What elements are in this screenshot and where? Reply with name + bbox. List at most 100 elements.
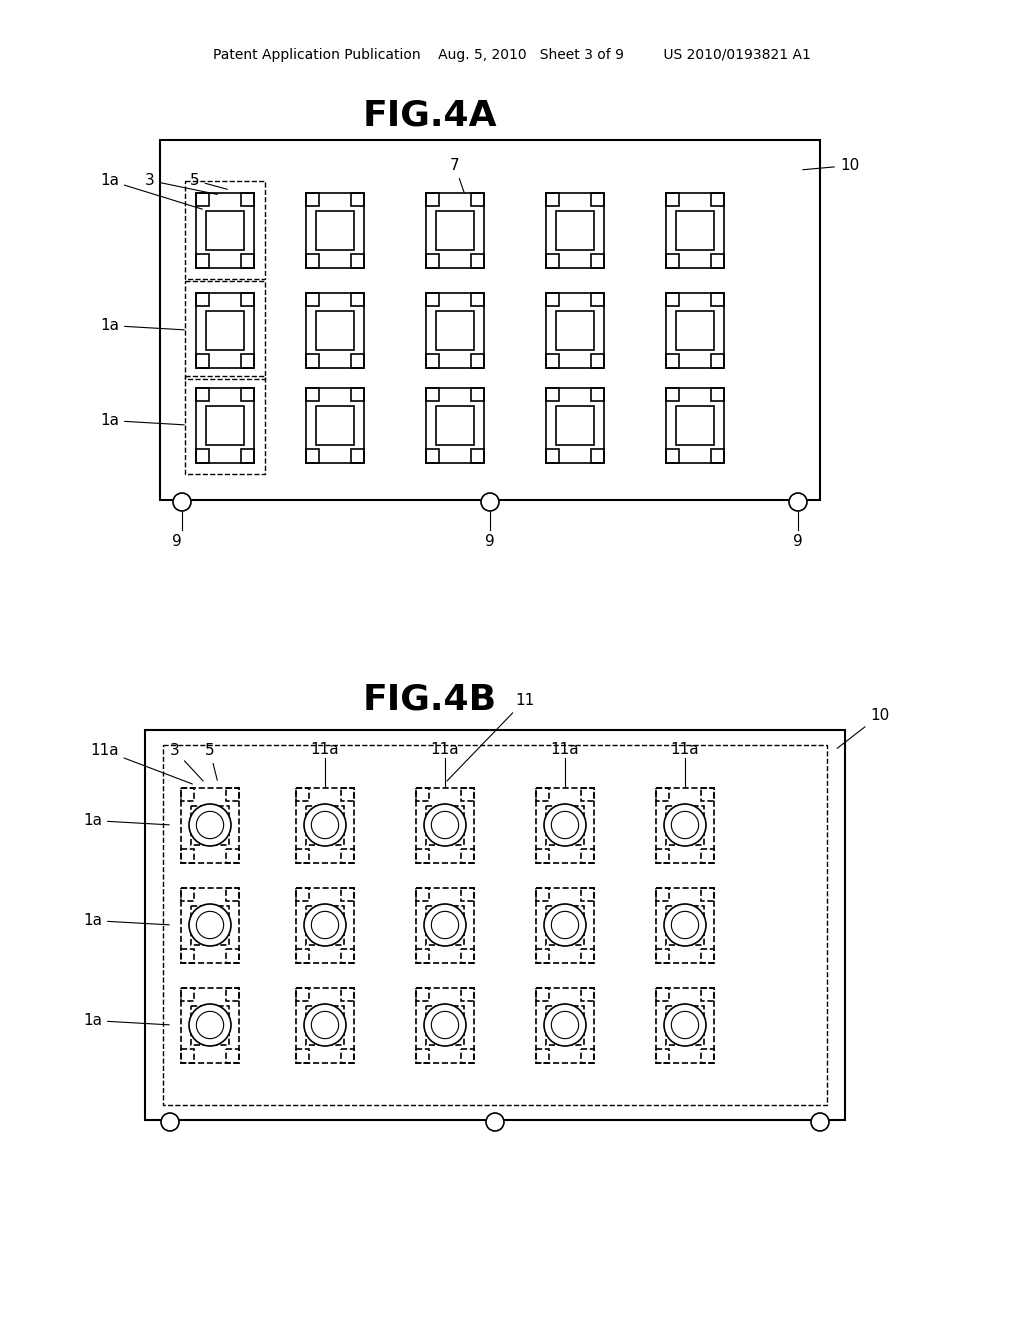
Circle shape xyxy=(544,904,586,946)
Bar xyxy=(306,1006,344,1044)
Bar xyxy=(306,193,364,268)
Bar xyxy=(582,788,594,801)
Bar xyxy=(656,887,714,962)
Bar xyxy=(536,788,549,801)
Bar xyxy=(226,849,239,862)
Bar xyxy=(206,210,244,249)
Bar xyxy=(351,388,364,401)
Circle shape xyxy=(672,1011,698,1039)
Bar xyxy=(196,293,254,367)
Bar xyxy=(426,253,438,268)
Text: 5: 5 xyxy=(190,173,227,189)
Bar xyxy=(701,788,714,801)
Bar xyxy=(185,281,265,379)
Text: 11a: 11a xyxy=(90,743,193,784)
Circle shape xyxy=(551,812,579,838)
Bar xyxy=(306,293,364,367)
Text: 11: 11 xyxy=(446,693,535,781)
Bar xyxy=(181,1049,194,1063)
Bar xyxy=(591,253,604,268)
Bar xyxy=(316,405,354,445)
Bar xyxy=(666,354,679,367)
Bar xyxy=(296,1049,309,1063)
Bar xyxy=(471,388,484,401)
Bar xyxy=(416,887,474,962)
Bar xyxy=(461,949,474,962)
Circle shape xyxy=(424,804,466,846)
Bar xyxy=(426,388,484,462)
Bar xyxy=(296,987,309,1001)
Bar xyxy=(656,788,669,801)
Circle shape xyxy=(790,492,807,511)
Text: 3: 3 xyxy=(145,173,217,194)
Bar xyxy=(591,193,604,206)
Bar xyxy=(667,906,703,945)
Text: Patent Application Publication    Aug. 5, 2010   Sheet 3 of 9         US 2010/01: Patent Application Publication Aug. 5, 2… xyxy=(213,48,811,62)
Bar xyxy=(666,293,724,367)
Text: FIG.4A: FIG.4A xyxy=(362,98,498,132)
Bar xyxy=(666,293,679,306)
Bar xyxy=(181,849,194,862)
Bar xyxy=(316,310,354,350)
Circle shape xyxy=(189,904,231,946)
Bar xyxy=(676,310,714,350)
Bar xyxy=(546,293,604,367)
Bar xyxy=(656,1049,669,1063)
Bar xyxy=(306,193,318,206)
Bar xyxy=(296,949,309,962)
Bar xyxy=(191,1006,228,1044)
Bar xyxy=(591,388,604,401)
Bar xyxy=(667,805,703,845)
Bar xyxy=(582,1049,594,1063)
Bar xyxy=(196,253,209,268)
Bar xyxy=(416,788,474,862)
Bar xyxy=(181,987,194,1001)
Bar xyxy=(556,210,594,249)
Bar xyxy=(546,253,559,268)
Bar xyxy=(546,193,559,206)
Circle shape xyxy=(197,1011,223,1039)
Bar xyxy=(546,388,559,401)
Circle shape xyxy=(664,804,706,846)
Bar xyxy=(196,193,254,268)
Bar xyxy=(416,887,429,902)
Bar xyxy=(296,987,354,1063)
Bar xyxy=(242,354,254,367)
Bar xyxy=(351,293,364,306)
Bar xyxy=(185,376,265,474)
Circle shape xyxy=(544,804,586,846)
Text: 9: 9 xyxy=(794,535,803,549)
Bar xyxy=(181,987,239,1063)
Bar xyxy=(306,354,318,367)
Bar xyxy=(701,949,714,962)
Bar xyxy=(341,949,354,962)
Circle shape xyxy=(431,812,459,838)
Bar xyxy=(436,405,474,445)
Text: 1a: 1a xyxy=(100,318,184,333)
Bar xyxy=(306,253,318,268)
Bar xyxy=(296,788,354,862)
Bar xyxy=(196,388,209,401)
Bar xyxy=(461,1049,474,1063)
Bar xyxy=(185,181,265,279)
Bar xyxy=(676,405,714,445)
Bar xyxy=(546,388,604,462)
Bar xyxy=(471,193,484,206)
Bar xyxy=(471,354,484,367)
Bar xyxy=(296,849,309,862)
Bar xyxy=(546,193,604,268)
Bar xyxy=(656,887,669,902)
Text: 11a: 11a xyxy=(310,742,339,758)
Text: 7: 7 xyxy=(450,158,464,193)
Bar xyxy=(436,210,474,249)
Circle shape xyxy=(311,1011,339,1039)
Circle shape xyxy=(304,804,346,846)
Bar xyxy=(416,949,429,962)
Bar xyxy=(196,449,209,462)
Bar xyxy=(471,449,484,462)
Bar xyxy=(306,805,344,845)
Bar xyxy=(712,193,724,206)
Bar xyxy=(426,388,438,401)
Bar xyxy=(471,293,484,306)
Bar xyxy=(666,388,679,401)
